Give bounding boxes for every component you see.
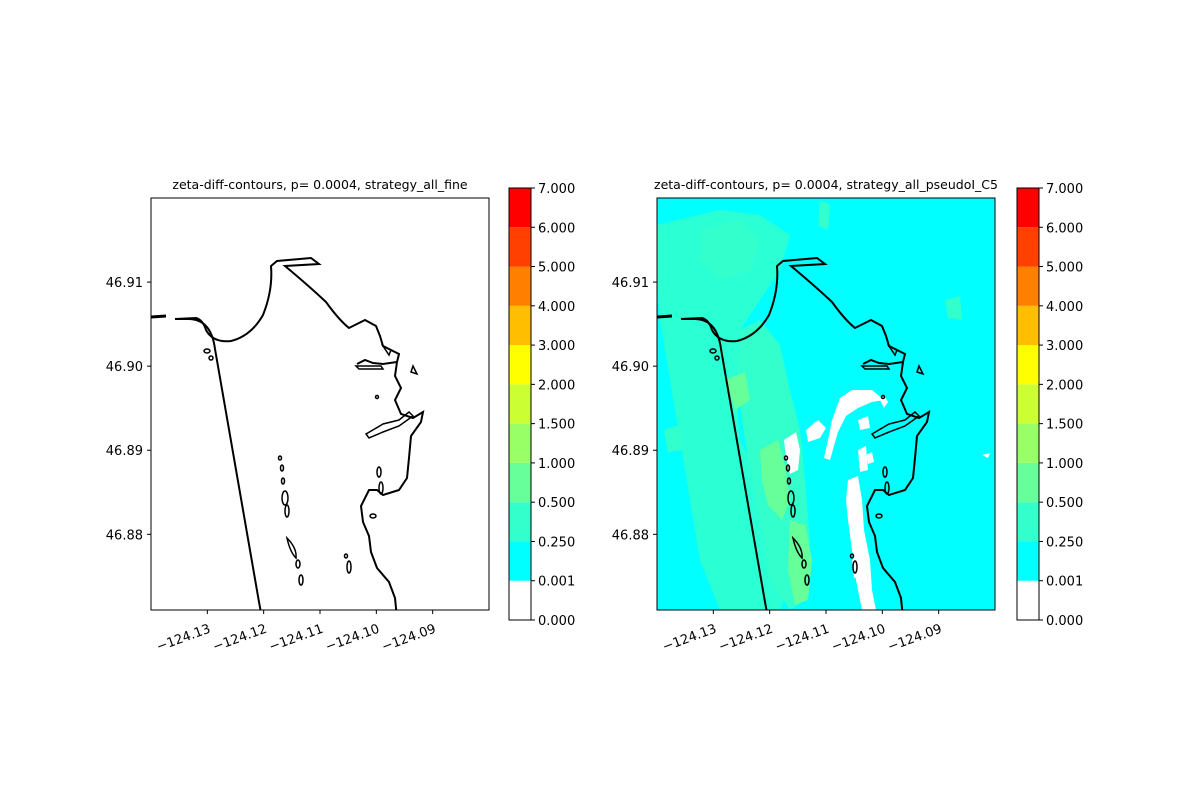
colorbar-tick-label: 1.500	[538, 418, 575, 433]
colorbar-band	[1017, 227, 1039, 267]
colorbar-band	[1017, 423, 1039, 463]
colorbar-tick-label: 7.000	[1046, 182, 1083, 197]
colorbar-band	[509, 188, 531, 228]
right-y-axis: 46.88 46.89 46.90 46.91	[612, 276, 657, 543]
colorbar-band	[509, 305, 531, 346]
right-contour-field	[657, 198, 995, 610]
colorbar-tick-label: 0.000	[538, 614, 575, 629]
colorbar-tick-label: 7.000	[538, 182, 575, 197]
colorbar-frame	[1016, 187, 1040, 621]
y-tick-label: 46.91	[106, 276, 143, 291]
colorbar-tick-label: 0.250	[538, 535, 575, 550]
colorbar-tick-label: 5.000	[1046, 261, 1083, 276]
colorbar-tick-label: 0.001	[538, 575, 575, 590]
colorbar-tick-label: 6.000	[538, 221, 575, 236]
colorbar-band	[1017, 580, 1039, 620]
colorbar-band	[1017, 502, 1039, 542]
x-tick-label: −124.12	[211, 622, 269, 655]
colorbar-band	[509, 580, 531, 620]
colorbar-tick-label: 0.500	[538, 496, 575, 511]
colorbar-band	[509, 423, 531, 463]
colorbar-tick-label: 1.500	[1046, 418, 1083, 433]
colorbar-band	[509, 266, 531, 306]
colorbar-band	[1017, 541, 1039, 581]
left-map-panel: zeta-diff-contours, p= 0.0004, strategy_…	[106, 177, 575, 655]
colorbar-band	[1017, 305, 1039, 346]
colorbar-band	[509, 462, 531, 503]
x-tick-label: −124.09	[380, 622, 438, 655]
colorbar-tick-label: 3.000	[538, 339, 575, 354]
colorbar-band	[509, 227, 531, 267]
left-colorbar: 0.000 0.001 0.250 0.500 1.000 1.500 2.000 3.000…	[508, 182, 575, 629]
colorbar-frame	[508, 187, 532, 621]
colorbar-tick-label: 4.000	[1046, 300, 1083, 315]
left-panel-title: zeta-diff-contours, p= 0.0004, strategy_…	[172, 177, 467, 192]
y-tick-label: 46.88	[106, 528, 143, 543]
colorbar-band	[1017, 462, 1039, 503]
right-colorbar: 0.000 0.001 0.250 0.500 1.000 1.500 2.000 3.000…	[1016, 182, 1083, 629]
x-tick-label: −124.10	[324, 622, 382, 655]
colorbar-tick-label: 2.000	[1046, 378, 1083, 393]
x-tick-label: −124.13	[661, 622, 719, 655]
colorbar-band	[509, 502, 531, 542]
colorbar-band	[509, 541, 531, 581]
colorbar-band	[1017, 345, 1039, 385]
right-x-axis: −124.13−124.12−124.11−124.10−124.09	[661, 610, 944, 655]
colorbar-band	[509, 384, 531, 424]
y-tick-label: 46.89	[612, 444, 649, 459]
x-tick-label: −124.12	[717, 622, 775, 655]
colorbar-tick-label: 6.000	[1046, 221, 1083, 236]
colorbar-tick-label: 1.000	[1046, 457, 1083, 472]
colorbar-tick-label: 4.000	[538, 300, 575, 315]
x-tick-label: −124.11	[773, 622, 831, 655]
x-tick-label: −124.09	[886, 622, 944, 655]
colorbar-band	[1017, 266, 1039, 306]
colorbar-band	[509, 345, 531, 385]
left-plot-area	[151, 198, 489, 610]
colorbar-tick-label: 5.000	[538, 261, 575, 276]
y-tick-label: 46.91	[612, 276, 649, 291]
colorbar-tick-label: 3.000	[1046, 339, 1083, 354]
colorbar-tick-label: 0.500	[1046, 496, 1083, 511]
left-x-axis: −124.13−124.12−124.11−124.10−124.09	[155, 610, 438, 655]
x-tick-label: −124.10	[830, 622, 888, 655]
x-tick-label: −124.13	[155, 622, 213, 655]
colorbar-tick-label: 1.000	[538, 457, 575, 472]
colorbar-tick-label: 2.000	[538, 378, 575, 393]
right-map-panel: zeta-diff-contours, p= 0.0004, strategy_…	[612, 177, 1083, 655]
colorbar-tick-label: 0.250	[1046, 535, 1083, 550]
colorbar-tick-label: 0.000	[1046, 614, 1083, 629]
y-tick-label: 46.89	[106, 444, 143, 459]
y-tick-label: 46.88	[612, 528, 649, 543]
x-tick-label: −124.11	[267, 622, 325, 655]
colorbar-band	[1017, 384, 1039, 424]
y-tick-label: 46.90	[612, 360, 649, 375]
right-panel-title: zeta-diff-contours, p= 0.0004, strategy_…	[654, 177, 998, 192]
colorbar-band	[1017, 188, 1039, 228]
colorbar-tick-label: 0.001	[1046, 575, 1083, 590]
y-tick-label: 46.90	[106, 360, 143, 375]
left-y-axis: 46.88 46.89 46.90 46.91	[106, 276, 151, 543]
